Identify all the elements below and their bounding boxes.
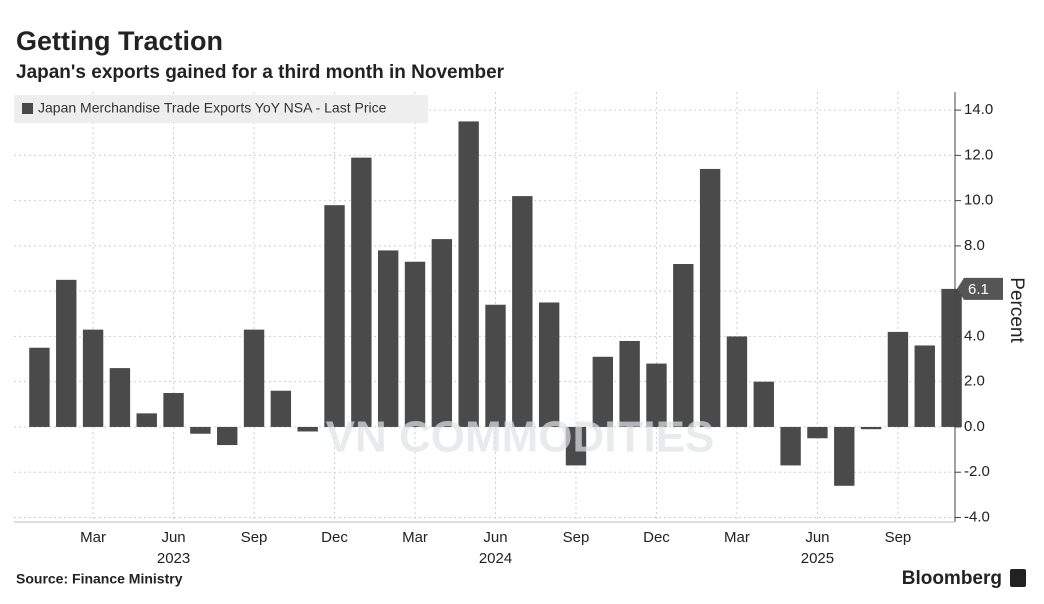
bar — [860, 426, 882, 430]
bar — [646, 363, 667, 427]
x-tick-label: Sep — [885, 529, 912, 546]
bar — [29, 347, 50, 427]
bar — [217, 426, 238, 446]
y-tick-label: -2.0 — [964, 463, 990, 480]
y-axis-label: Percent — [1006, 277, 1027, 343]
bar — [377, 250, 399, 427]
bar — [887, 331, 909, 427]
watermark: VN COMMODITIES — [326, 413, 715, 462]
legend-box — [14, 95, 428, 123]
y-tick-label: 0.0 — [964, 418, 985, 435]
bar — [941, 288, 962, 427]
bar — [109, 368, 131, 427]
bar — [834, 426, 855, 486]
bar — [753, 381, 774, 427]
chart-title: Getting Traction — [16, 26, 223, 56]
y-tick-label: 8.0 — [964, 237, 985, 254]
year-label: 2023 — [157, 550, 190, 567]
bar — [592, 356, 614, 427]
y-tick-label: 12.0 — [964, 146, 993, 163]
source: Source: Finance Ministry — [16, 571, 183, 587]
x-tick-label: Sep — [241, 529, 268, 546]
bar — [351, 157, 372, 427]
last-price-marker — [957, 277, 1003, 300]
y-tick-label: 2.0 — [964, 373, 985, 390]
x-tick-label: Mar — [724, 529, 750, 546]
bar — [807, 426, 828, 439]
bar — [726, 336, 748, 427]
y-tick-label: -4.0 — [964, 508, 990, 525]
x-tick-label: Dec — [643, 529, 670, 546]
bar — [404, 261, 426, 427]
bar — [619, 340, 640, 427]
last-price-label: 6.1 — [968, 281, 989, 298]
bar — [270, 390, 292, 427]
brand: Bloomberg — [902, 568, 1002, 589]
x-tick-label: Jun — [161, 529, 185, 546]
bar — [673, 264, 694, 427]
x-tick-label: Mar — [402, 529, 428, 546]
bar — [538, 302, 560, 427]
bar — [297, 426, 318, 432]
year-label: 2024 — [479, 550, 512, 567]
brand-icon — [1010, 569, 1026, 587]
legend-swatch — [22, 103, 33, 114]
bar — [163, 393, 184, 427]
bar — [243, 329, 265, 427]
x-tick-label: Sep — [563, 529, 590, 546]
x-tick-label: Jun — [483, 529, 507, 546]
y-tick-label: 14.0 — [964, 101, 993, 118]
bar — [458, 121, 479, 427]
bar — [699, 168, 721, 427]
year-label: 2025 — [801, 550, 834, 567]
bar — [190, 426, 211, 434]
bar — [512, 196, 533, 427]
y-tick-label: 4.0 — [964, 327, 985, 344]
x-tick-label: Jun — [805, 529, 829, 546]
bar — [565, 426, 587, 466]
bar — [56, 279, 77, 427]
legend-label: Japan Merchandise Trade Exports YoY NSA … — [38, 100, 387, 116]
bar — [780, 426, 801, 466]
x-tick-label: Mar — [80, 529, 106, 546]
bar — [431, 239, 453, 427]
bar — [324, 205, 345, 427]
x-tick-label: Dec — [321, 529, 348, 546]
y-tick-label: 10.0 — [964, 192, 993, 209]
bar — [485, 304, 506, 427]
chart-subtitle: Japan's exports gained for a third month… — [16, 62, 505, 83]
bar — [136, 413, 157, 427]
plot — [14, 92, 962, 522]
bar — [914, 345, 935, 427]
bar — [82, 329, 104, 427]
